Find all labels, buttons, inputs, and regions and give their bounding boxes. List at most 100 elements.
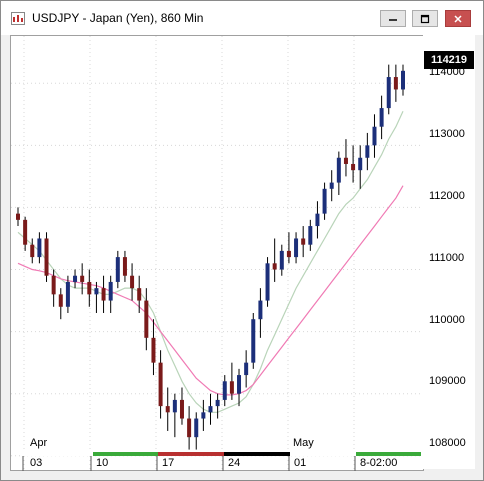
last-price-badge: 114219 xyxy=(424,51,474,69)
candle-body xyxy=(272,263,277,270)
candle-2 xyxy=(23,216,28,251)
candle-34 xyxy=(251,312,256,369)
candle-body xyxy=(208,406,213,413)
candle-16 xyxy=(122,250,127,282)
maximize-button[interactable] xyxy=(412,10,438,27)
candle-body xyxy=(65,281,70,307)
candle-19 xyxy=(144,288,149,351)
price-label-111000: 111000 xyxy=(429,252,465,264)
candle-48 xyxy=(351,145,356,183)
candle-body xyxy=(401,70,405,90)
candle-51 xyxy=(372,114,377,158)
candle-body xyxy=(30,244,35,258)
candle-22 xyxy=(165,387,170,431)
candle-body xyxy=(130,275,135,289)
candle-27 xyxy=(201,399,206,431)
candle-3 xyxy=(30,238,35,264)
candle-28 xyxy=(208,393,213,425)
candle-25 xyxy=(187,406,192,450)
candle-body xyxy=(94,288,99,295)
candle-41 xyxy=(301,226,306,258)
candle-body xyxy=(308,226,313,245)
candle-18 xyxy=(137,275,142,313)
candle-body xyxy=(194,418,199,438)
price-label-108000: 108000 xyxy=(429,437,466,449)
candle-body xyxy=(80,275,85,282)
strip-seg-1 xyxy=(23,452,93,456)
title-bar[interactable]: USDJPY - Japan (Yen), 860 Min xyxy=(1,1,483,35)
candle-body xyxy=(301,238,306,245)
candle-body xyxy=(294,238,299,258)
candle-55 xyxy=(401,64,405,96)
date-label-24: 24 xyxy=(228,457,241,469)
candlestick-chart[interactable] xyxy=(11,36,423,470)
maximize-icon xyxy=(420,14,430,23)
chart-plot-area[interactable] xyxy=(10,35,424,471)
candle-40 xyxy=(294,232,299,264)
price-scale[interactable]: 114000 113000 112000 111000 110000 10900… xyxy=(423,35,475,469)
close-button[interactable] xyxy=(445,10,471,27)
date-label-10: 10 xyxy=(96,457,109,469)
candle-body xyxy=(44,238,49,276)
candle-body xyxy=(144,300,149,338)
candle-body xyxy=(122,257,127,276)
candle-1 xyxy=(16,207,20,227)
candle-31 xyxy=(229,362,234,400)
candle-body xyxy=(115,257,120,282)
candle-body xyxy=(251,319,256,363)
date-ticks xyxy=(22,456,356,471)
candle-body xyxy=(215,399,220,407)
candle-body xyxy=(315,213,320,227)
candle-44 xyxy=(322,182,327,220)
candle-body xyxy=(244,362,249,376)
candle-42 xyxy=(308,219,313,251)
candle-29 xyxy=(215,393,220,419)
candle-body xyxy=(51,275,56,295)
candle-body xyxy=(37,238,42,258)
candle-38 xyxy=(279,244,284,276)
candle-54 xyxy=(393,64,398,102)
candle-26 xyxy=(194,412,199,450)
candle-body xyxy=(158,362,163,407)
candle-body xyxy=(336,157,341,183)
date-label-01: 01 xyxy=(294,457,307,469)
candle-body xyxy=(23,219,28,245)
candle-43 xyxy=(315,201,320,239)
candle-5 xyxy=(44,232,49,282)
candle-20 xyxy=(151,319,156,376)
candle-body xyxy=(265,263,270,301)
candle-9 xyxy=(73,269,78,289)
candle-body xyxy=(165,406,170,413)
candle-4 xyxy=(37,232,42,264)
minimize-button[interactable] xyxy=(380,10,406,27)
candle-7 xyxy=(58,288,63,320)
candle-body xyxy=(365,145,370,158)
candle-49 xyxy=(358,145,363,189)
candle-6 xyxy=(51,269,56,307)
candle-52 xyxy=(379,95,384,140)
candle-32 xyxy=(237,368,242,407)
candle-45 xyxy=(329,170,334,202)
window-title: USDJPY - Japan (Yen), 860 Min xyxy=(32,11,204,25)
month-label-apr: Apr xyxy=(30,437,48,449)
month-label-may: May xyxy=(293,437,314,449)
candle-23 xyxy=(172,393,177,438)
candle-body xyxy=(386,77,391,109)
candle-body xyxy=(393,77,398,90)
candle-8 xyxy=(65,275,70,313)
candle-body xyxy=(258,300,263,320)
strip-seg-4 xyxy=(224,452,290,456)
candle-body xyxy=(201,412,206,419)
candle-39 xyxy=(286,232,291,264)
candle-10 xyxy=(80,263,85,295)
date-label-8-0200: 8-02:00 xyxy=(360,457,398,469)
candle-body xyxy=(279,250,284,270)
candle-body xyxy=(58,294,63,307)
price-label-112000: 112000 xyxy=(429,190,465,202)
candle-30 xyxy=(222,375,227,407)
strip-seg-6 xyxy=(356,452,421,456)
candle-15 xyxy=(115,250,120,289)
chart-app-icon xyxy=(11,12,25,25)
candle-body xyxy=(172,399,177,413)
